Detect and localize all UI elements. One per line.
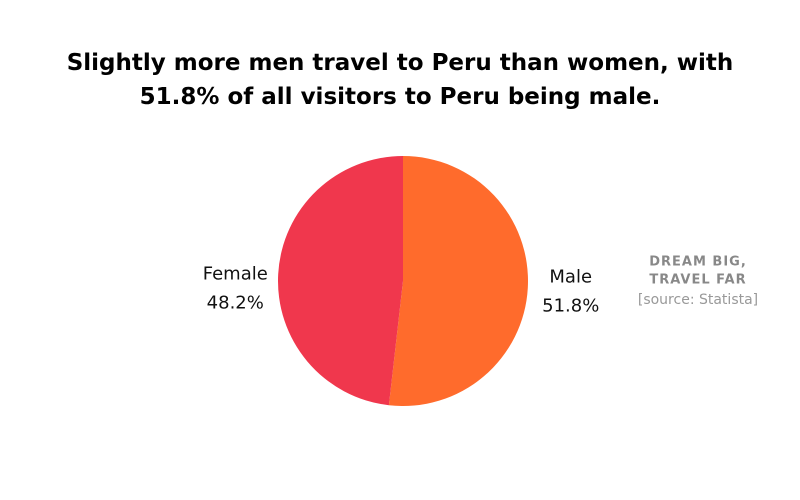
brand-text: DREAM BIG, bbox=[649, 255, 747, 270]
slice-value: 51.8% bbox=[542, 296, 599, 317]
source-note: [source: Statista] bbox=[638, 292, 758, 308]
slice-label: Male bbox=[549, 267, 592, 288]
pie-slice bbox=[277, 156, 403, 406]
brand-text: TRAVEL FAR bbox=[649, 273, 746, 288]
pie-slice bbox=[388, 156, 528, 406]
chart-title: Slightly more men travel to Peru than wo… bbox=[66, 50, 734, 110]
slice-label: Female bbox=[203, 263, 268, 284]
slice-value: 48.2% bbox=[207, 292, 264, 313]
